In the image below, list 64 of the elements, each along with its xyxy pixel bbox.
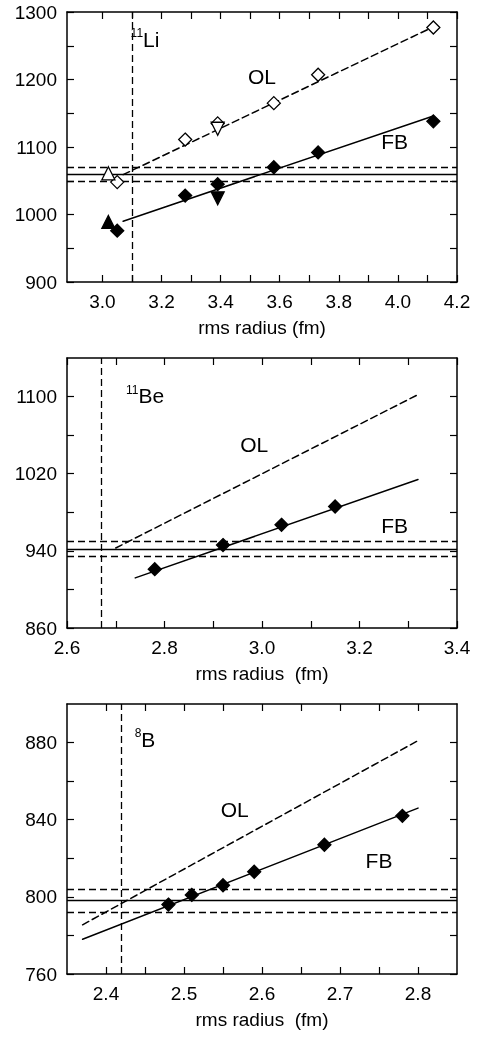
- point: [184, 887, 199, 903]
- y-tick-label: 760: [25, 963, 57, 985]
- point: [210, 191, 225, 206]
- x-axis-title: rms radius (fm): [198, 317, 326, 338]
- y-tick-label: 940: [25, 540, 57, 562]
- point: [426, 20, 441, 35]
- y-tick-label: 800: [25, 886, 57, 908]
- y-tick-label: 1100: [16, 386, 57, 408]
- x-axis-title: rms radius (fm): [195, 663, 329, 684]
- x-tick-label: 3.2: [148, 291, 175, 312]
- x-tick-label: 2.4: [92, 983, 120, 1004]
- y-tick-label: 840: [25, 809, 57, 831]
- annotation: OL: [247, 65, 277, 89]
- x-tick-label: 2.8: [151, 637, 178, 658]
- x-tick-label: 2.6: [53, 637, 81, 658]
- point: [247, 864, 262, 879]
- point: [310, 145, 326, 160]
- x-tick-label: 2.5: [170, 983, 198, 1004]
- y-tick-label: 900: [25, 271, 57, 293]
- point: [327, 499, 343, 514]
- annotation: FB: [365, 849, 393, 873]
- x-tick-label: 2.8: [404, 983, 432, 1004]
- x-tick-label: 3.6: [266, 291, 293, 312]
- x-tick-label: 4.2: [443, 291, 471, 312]
- y-tick-label: 860: [25, 617, 57, 639]
- x-tick-label: 4.0: [384, 291, 412, 312]
- x-tick-label: 2.6: [248, 983, 276, 1004]
- point: [274, 517, 289, 532]
- point: [101, 166, 116, 181]
- point: [178, 188, 193, 203]
- y-tick-label: 1020: [14, 463, 57, 485]
- x-tick-label: 3.4: [207, 291, 235, 312]
- point: [210, 121, 225, 136]
- x-tick-label: 3.0: [89, 291, 116, 312]
- x-tick-label: 3.4: [443, 637, 471, 658]
- point: [395, 808, 410, 824]
- x-tick-label: 3.0: [248, 637, 276, 658]
- x-tick-label: 2.7: [326, 983, 354, 1004]
- y-tick-label: 1300: [14, 1, 57, 23]
- point: [110, 174, 125, 190]
- point: [101, 214, 116, 230]
- point: [110, 223, 125, 238]
- point: [266, 95, 281, 111]
- x-tick-label: 3.8: [325, 291, 353, 312]
- point: [317, 837, 332, 852]
- y-tick-label: 1100: [16, 136, 57, 158]
- annotation: OL: [240, 432, 269, 456]
- point: [310, 67, 326, 82]
- annotation: OL: [220, 797, 249, 821]
- annotation: FB: [381, 130, 409, 154]
- y-tick-label: 1200: [14, 69, 57, 90]
- point: [215, 537, 231, 553]
- point: [161, 897, 176, 912]
- point: [266, 160, 281, 175]
- y-tick-label: 1000: [14, 204, 57, 225]
- point: [426, 114, 441, 129]
- y-tick-label: 880: [25, 732, 57, 754]
- point: [178, 132, 193, 147]
- x-axis-title: rms radius (fm): [195, 1009, 329, 1030]
- point: [210, 176, 225, 192]
- point: [215, 878, 231, 893]
- point: [147, 562, 162, 577]
- x-tick-label: 3.2: [346, 637, 373, 658]
- annotation: FB: [381, 513, 409, 537]
